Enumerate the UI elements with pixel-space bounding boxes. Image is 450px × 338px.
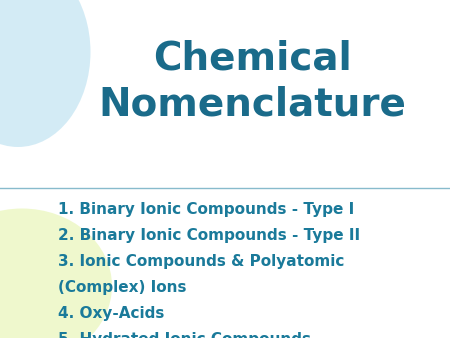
Bar xyxy=(0,188,450,338)
Text: Chemical: Chemical xyxy=(153,39,351,77)
Text: 3. Ionic Compounds & Polyatomic: 3. Ionic Compounds & Polyatomic xyxy=(58,254,344,269)
Text: (Complex) Ions: (Complex) Ions xyxy=(58,280,186,295)
Text: 4. Oxy-Acids: 4. Oxy-Acids xyxy=(58,306,164,321)
Text: 2. Binary Ionic Compounds - Type II: 2. Binary Ionic Compounds - Type II xyxy=(58,228,360,243)
Text: 1. Binary Ionic Compounds - Type I: 1. Binary Ionic Compounds - Type I xyxy=(58,202,354,217)
Ellipse shape xyxy=(0,0,90,147)
Text: 5. Hydrated Ionic Compounds: 5. Hydrated Ionic Compounds xyxy=(58,332,311,338)
Bar xyxy=(0,0,450,188)
Ellipse shape xyxy=(0,209,112,338)
Text: Nomenclature: Nomenclature xyxy=(98,86,406,124)
